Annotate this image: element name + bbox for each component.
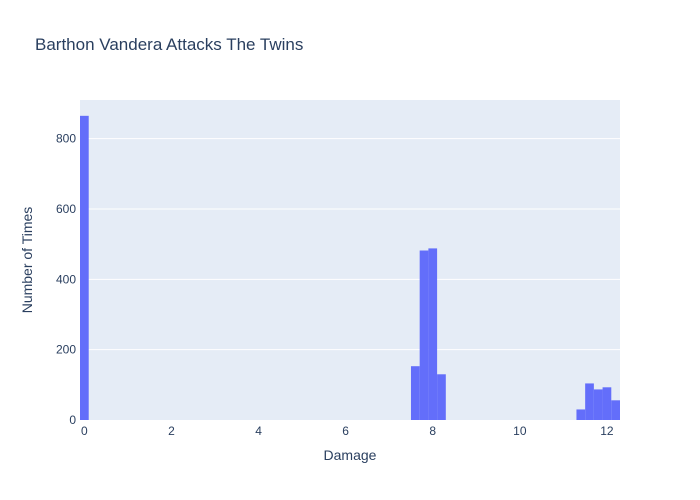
- y-tick-label: 0: [69, 413, 76, 427]
- x-tick-label: 2: [168, 424, 175, 438]
- bars: [80, 115, 620, 421]
- y-axis-ticks: 0 200 400 600 800: [56, 132, 76, 427]
- histogram-bar: [80, 115, 89, 421]
- histogram-bar: [593, 389, 603, 420]
- histogram-bar: [428, 248, 438, 420]
- gridlines: [80, 138, 620, 351]
- y-tick-label: 400: [56, 272, 76, 286]
- x-tick-label: 10: [513, 424, 527, 438]
- x-tick-label: 6: [342, 424, 349, 438]
- y-tick-label: 600: [56, 202, 76, 216]
- histogram-bar: [419, 250, 429, 420]
- histogram-bar: [585, 383, 594, 420]
- x-tick-label: 8: [429, 424, 436, 438]
- chart-title: Barthon Vandera Attacks The Twins: [35, 35, 303, 54]
- histogram-bar: [611, 400, 620, 420]
- x-tick-label: 4: [255, 424, 262, 438]
- histogram-bar: [576, 409, 586, 420]
- histogram-bar: [437, 374, 446, 420]
- y-tick-label: 800: [56, 132, 76, 146]
- x-tick-label: 0: [81, 424, 88, 438]
- x-axis-ticks: 0 2 4 6 8 10 12: [81, 424, 614, 438]
- x-tick-label: 12: [600, 424, 614, 438]
- histogram-bar: [410, 366, 420, 420]
- y-axis-title: Number of Times: [19, 207, 35, 314]
- plot-area: [80, 100, 620, 420]
- x-axis-title: Damage: [324, 447, 377, 463]
- histogram-bar: [602, 387, 612, 420]
- y-tick-label: 200: [56, 343, 76, 357]
